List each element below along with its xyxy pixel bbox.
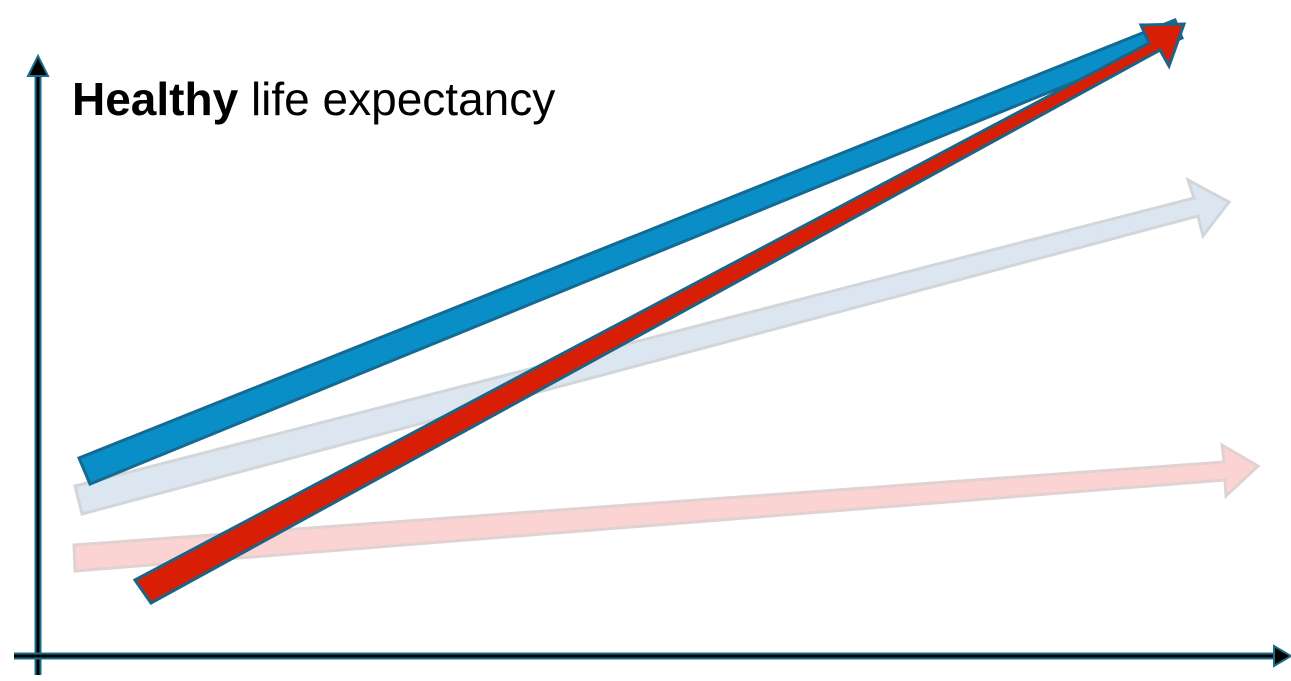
faded-red-arrow-shape [72,442,1261,573]
title-bold-word: Healthy [72,73,239,125]
faded-blue-arrow [73,176,1232,516]
title-rest: life expectancy [238,73,556,125]
x-axis-arrowhead [1273,644,1291,668]
faded-blue-arrow-shape [73,176,1232,516]
faded-red-arrow [72,442,1261,573]
blue-bar [77,18,1184,486]
red-arrow [132,22,1187,605]
blue-bar-shape [77,18,1184,486]
x-axis [14,644,1291,668]
diagram-title: Healthy life expectancy [72,76,555,122]
y-axis-arrowhead [26,53,50,77]
y-axis [26,53,50,675]
red-arrow-shape [132,22,1187,605]
